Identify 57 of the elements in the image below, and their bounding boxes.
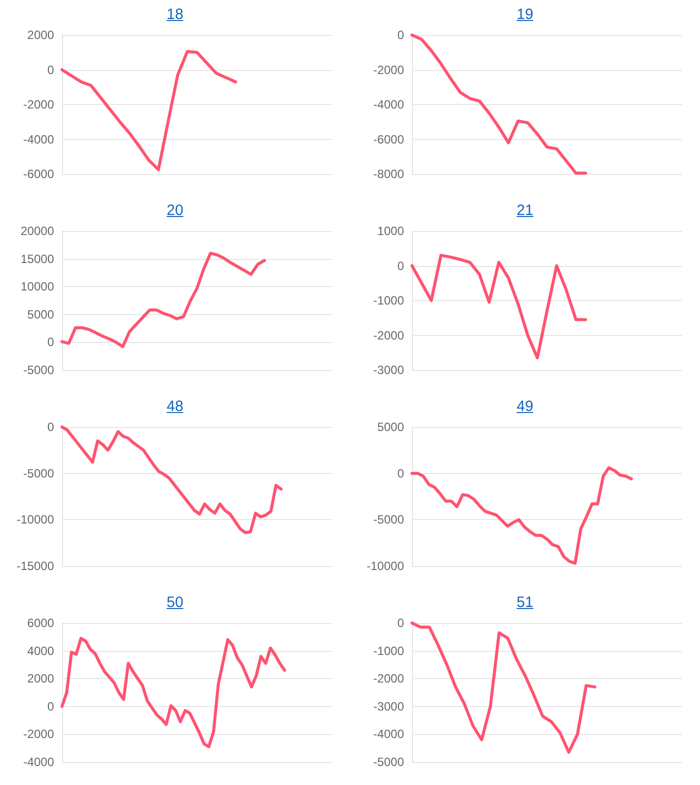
y-tick-label: 0 [47, 335, 54, 350]
y-tick-label: -4000 [23, 755, 54, 769]
y-tick-label: 5000 [27, 307, 54, 322]
y-tick-label: -1000 [373, 294, 404, 308]
y-tick-label: -4000 [23, 132, 54, 146]
y-tick-label: 0 [397, 466, 404, 480]
chart-title: 20 [166, 202, 184, 219]
chart-title: 19 [516, 6, 534, 23]
y-tick-label: 1000 [377, 224, 404, 238]
y-tick-label: -3000 [373, 699, 404, 714]
y-tick-label: -4000 [373, 98, 404, 112]
y-tick-label: -1000 [373, 644, 404, 658]
y-tick-label: -8000 [373, 167, 404, 181]
y-tick-label: -5000 [373, 755, 404, 769]
y-tick-label: -2000 [23, 727, 54, 742]
chart-title: 50 [166, 594, 184, 611]
y-tick-label: -5000 [373, 512, 404, 527]
y-tick-label: 0 [47, 699, 54, 714]
y-tick-label: 6000 [27, 616, 54, 630]
y-tick-label: -5000 [23, 466, 54, 480]
line-series [60, 426, 283, 534]
y-tick-label: 4000 [27, 644, 54, 658]
y-tick-label: -3000 [373, 363, 404, 377]
y-tick-label: 0 [397, 28, 404, 42]
y-tick-label: 20000 [20, 224, 54, 238]
y-tick-label: -15000 [16, 559, 54, 573]
y-tick-label: -6000 [23, 167, 54, 181]
y-tick-label: 0 [397, 616, 404, 630]
y-tick-label: 5000 [377, 420, 404, 434]
chart-title: 49 [516, 398, 534, 415]
y-tick-label: -6000 [373, 132, 404, 146]
chart-title: 18 [166, 6, 184, 23]
y-tick-label: -10000 [16, 512, 54, 527]
line-series [410, 34, 588, 175]
y-tick-label: -5000 [23, 363, 54, 377]
line-series [60, 636, 286, 748]
line-series [60, 50, 238, 172]
y-tick-label: -2000 [23, 98, 54, 112]
line-series [410, 622, 596, 754]
chart-title: 48 [166, 398, 184, 415]
y-tick-label: 0 [397, 258, 404, 273]
y-tick-label: 0 [47, 420, 54, 434]
y-tick-label: -2000 [373, 62, 404, 77]
y-tick-label: 15000 [20, 252, 54, 266]
y-tick-label: 2000 [27, 672, 54, 686]
y-tick-label: 2000 [27, 28, 54, 42]
y-tick-label: -4000 [373, 727, 404, 742]
line-series [60, 252, 266, 348]
line-series [410, 254, 588, 360]
y-tick-label: 10000 [20, 280, 54, 294]
y-tick-label: -2000 [373, 672, 404, 686]
y-tick-label: -10000 [366, 559, 404, 573]
y-tick-label: -2000 [373, 328, 404, 342]
chart-title: 21 [516, 202, 534, 219]
chart-title: 51 [516, 594, 534, 611]
y-tick-label: 0 [47, 62, 54, 77]
line-series [410, 466, 633, 565]
